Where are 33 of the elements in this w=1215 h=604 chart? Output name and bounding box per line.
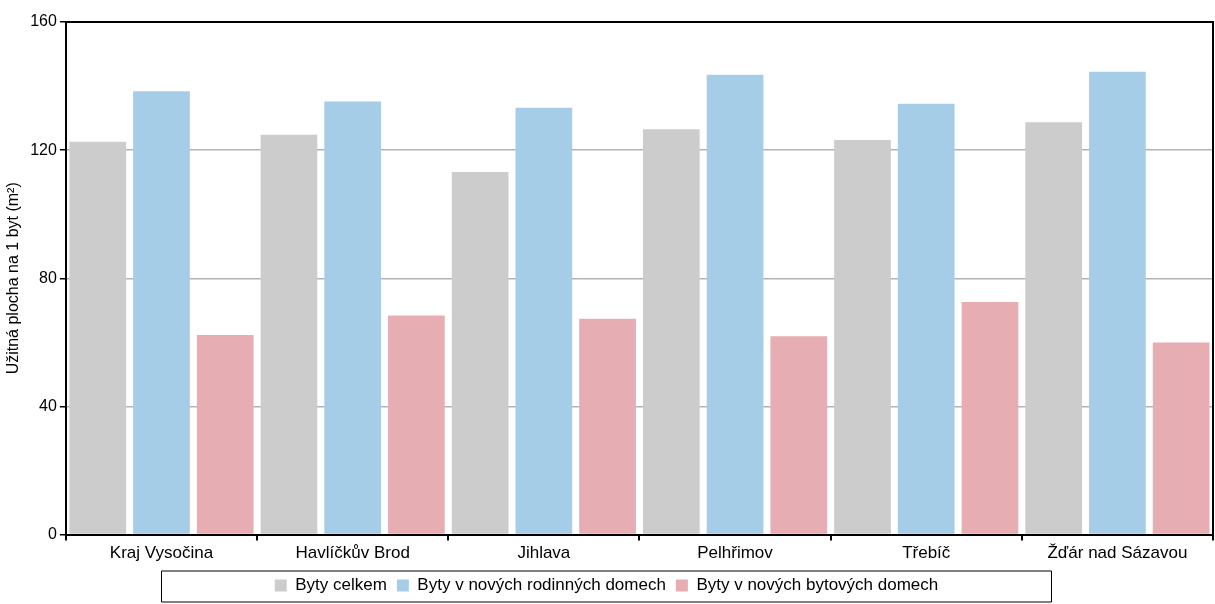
- legend-label: Byty v nových bytových domech: [696, 575, 939, 595]
- bar: [834, 139, 891, 534]
- y-tick-label: 120: [30, 140, 57, 158]
- bar: [1089, 71, 1146, 534]
- bar: [579, 318, 636, 534]
- bar: [69, 141, 127, 534]
- bar: [388, 315, 445, 534]
- y-axis-title: Užitná plocha na 1 byt (m²): [4, 182, 22, 375]
- legend-label: Byty celkem: [295, 575, 387, 595]
- bar: [133, 91, 190, 534]
- x-tick-label: Třebíč: [902, 543, 951, 563]
- y-tick-label: 0: [47, 525, 57, 543]
- bar: [515, 107, 573, 534]
- bar: [897, 103, 955, 534]
- bar: [196, 335, 254, 534]
- bar: [1025, 122, 1083, 534]
- y-tick-label: 40: [39, 396, 57, 414]
- x-tick-label: Žďár nad Sázavou: [1047, 543, 1188, 563]
- x-tick-label: Kraj Vysočina: [109, 543, 214, 563]
- legend-label: Byty v nových rodinných domech: [417, 575, 666, 595]
- bar: [260, 134, 318, 534]
- bar: [706, 74, 764, 534]
- bar: [451, 171, 509, 534]
- x-tick-label: Havlíčkův Brod: [295, 543, 410, 563]
- bar: [1152, 342, 1210, 534]
- bar: [324, 101, 382, 534]
- bar: [961, 302, 1019, 534]
- y-tick-label: 80: [39, 268, 57, 286]
- bar: [642, 129, 700, 534]
- y-tick-label: 160: [30, 12, 57, 30]
- x-tick-label: Jihlava: [517, 543, 571, 563]
- x-tick-label: Pelhřimov: [697, 543, 774, 563]
- bar: [770, 336, 828, 534]
